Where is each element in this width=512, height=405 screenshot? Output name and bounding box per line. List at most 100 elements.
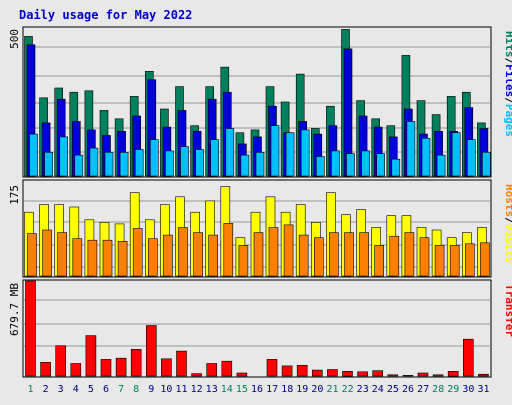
hosts-visits-bar-hosts-day-20 bbox=[313, 237, 324, 277]
hosts-visits-series-label-part: Hosts bbox=[503, 184, 512, 217]
hits-files-pages-series-label-part: / bbox=[503, 58, 512, 65]
transfer-bar-transfer-day-2 bbox=[40, 361, 51, 377]
x-axis-day-label-3: 3 bbox=[58, 384, 64, 395]
x-axis-day-label-8: 8 bbox=[133, 384, 139, 395]
hosts-visits-bar-hosts-day-19 bbox=[298, 234, 309, 277]
hits-files-pages-bar-pages-day-30 bbox=[466, 139, 476, 177]
hosts-visits-bar-hosts-day-5 bbox=[87, 239, 98, 277]
transfer-bar-transfer-day-14 bbox=[221, 360, 233, 377]
hits-files-pages-bar-pages-day-26 bbox=[406, 121, 416, 177]
transfer-series-label: Transfer bbox=[503, 284, 512, 337]
x-axis-day-label-19: 19 bbox=[296, 384, 308, 395]
hosts-visits-series-label: Hosts/Visits bbox=[503, 184, 512, 264]
x-axis-day-label-27: 27 bbox=[417, 384, 429, 395]
transfer-bar-transfer-day-9 bbox=[146, 325, 157, 377]
hits-files-pages-bar-pages-day-27 bbox=[421, 138, 431, 177]
transfer-bar-transfer-day-8 bbox=[130, 348, 142, 377]
hosts-visits-bar-hosts-day-6 bbox=[102, 239, 113, 277]
hosts-visits-bar-hosts-day-2 bbox=[42, 229, 52, 277]
x-axis-day-label-18: 18 bbox=[281, 384, 293, 395]
transfer-bar-transfer-day-6 bbox=[100, 359, 112, 377]
x-axis-day-label-7: 7 bbox=[118, 384, 124, 395]
transfer-bar-transfer-day-3 bbox=[55, 345, 67, 377]
hits-files-pages-bar-pages-day-2 bbox=[44, 152, 53, 177]
x-axis-day-label-23: 23 bbox=[357, 384, 369, 395]
hits-files-pages-bar-pages-day-14 bbox=[225, 128, 235, 177]
x-axis-day-label-12: 12 bbox=[191, 384, 203, 395]
transfer-series-label-part: Transfer bbox=[503, 284, 512, 337]
hosts-visits-bar-hosts-day-31 bbox=[480, 242, 490, 277]
hits-files-pages-series-label-part: / bbox=[503, 97, 512, 104]
transfer-bar-transfer-day-28 bbox=[432, 374, 444, 377]
transfer-bar-transfer-day-5 bbox=[85, 335, 97, 377]
hits-files-pages-bar-pages-day-12 bbox=[195, 149, 204, 177]
x-axis-day-label-9: 9 bbox=[148, 384, 154, 395]
x-axis-day-label-24: 24 bbox=[372, 384, 384, 395]
x-axis-day-label-29: 29 bbox=[447, 384, 459, 395]
x-axis-day-label-2: 2 bbox=[43, 384, 49, 395]
hosts-visits-series-label-part: Visits bbox=[503, 224, 512, 264]
hits-files-pages-bar-pages-day-19 bbox=[300, 129, 310, 177]
hosts-visits-bar-hosts-day-29 bbox=[449, 245, 460, 277]
x-axis-day-label-20: 20 bbox=[311, 384, 323, 395]
transfer-bar-transfer-day-11 bbox=[176, 350, 187, 377]
transfer-bar-transfer-day-25 bbox=[387, 374, 399, 377]
transfer-bar-transfer-day-30 bbox=[462, 338, 474, 377]
x-axis-day-label-13: 13 bbox=[206, 384, 218, 395]
transfer-bar-transfer-day-29 bbox=[447, 370, 459, 377]
hosts-visits-bar-hosts-day-17 bbox=[268, 227, 279, 277]
hosts-visits-bar-hosts-day-7 bbox=[117, 241, 128, 277]
hits-files-pages-series-label-part: Pages bbox=[503, 104, 512, 137]
hits-files-pages-bar-pages-day-11 bbox=[180, 146, 189, 177]
transfer-bar-transfer-day-15 bbox=[236, 372, 248, 377]
hits-files-pages-bar-pages-day-20 bbox=[315, 156, 325, 177]
x-axis-day-label-22: 22 bbox=[342, 384, 354, 395]
x-axis-day-label-17: 17 bbox=[266, 384, 278, 395]
transfer-bar-transfer-day-20 bbox=[311, 369, 323, 377]
hits-files-pages-bar-pages-day-21 bbox=[331, 150, 340, 177]
transfer-bar-transfer-day-4 bbox=[70, 363, 82, 377]
hits-files-pages-series-label-part: Hits bbox=[503, 31, 512, 58]
transfer-bar-transfer-day-18 bbox=[281, 365, 293, 377]
hosts-visits-bar-hosts-day-12 bbox=[193, 232, 203, 277]
x-axis-day-label-21: 21 bbox=[326, 384, 338, 395]
transfer-bar-transfer-day-7 bbox=[115, 357, 127, 377]
hosts-visits-bar-hosts-day-9 bbox=[148, 238, 158, 277]
hosts-visits-bar-hosts-day-3 bbox=[57, 232, 68, 277]
transfer-y-tick-label: 679.7 MB bbox=[8, 283, 21, 336]
x-axis-day-label-16: 16 bbox=[251, 384, 263, 395]
hits-files-pages-bar-pages-day-24 bbox=[376, 153, 386, 177]
hosts-visits-bar-hosts-day-21 bbox=[329, 232, 339, 277]
x-axis-day-label-25: 25 bbox=[387, 384, 399, 395]
hits-files-pages-bar-pages-day-18 bbox=[285, 132, 295, 177]
x-axis-day-label-15: 15 bbox=[236, 384, 248, 395]
hits-files-pages-bar-pages-day-10 bbox=[165, 150, 174, 177]
hits-files-pages-bar-pages-day-15 bbox=[240, 154, 250, 177]
hits-files-pages-bar-pages-day-5 bbox=[89, 147, 99, 177]
hits-files-pages-bar-pages-day-1 bbox=[29, 133, 38, 177]
hits-files-pages-bar-pages-day-16 bbox=[255, 152, 265, 177]
hosts-visits-bar-hosts-day-26 bbox=[404, 232, 415, 277]
x-axis-day-label-5: 5 bbox=[88, 384, 94, 395]
x-axis-day-label-28: 28 bbox=[432, 384, 444, 395]
hosts-visits-bar-hosts-day-15 bbox=[238, 245, 249, 277]
x-axis-day-label-11: 11 bbox=[175, 384, 187, 395]
transfer-bar-transfer-day-1 bbox=[25, 280, 36, 377]
hits-files-pages-bar-pages-day-23 bbox=[361, 150, 370, 177]
chart-title: Daily usage for May 2022 bbox=[19, 8, 192, 22]
hosts-visits-bar-hosts-day-18 bbox=[283, 224, 294, 277]
x-axis-day-label-14: 14 bbox=[221, 384, 233, 395]
transfer-bar-transfer-day-27 bbox=[417, 372, 429, 377]
hits-files-pages-bar-pages-day-17 bbox=[270, 125, 280, 177]
transfer-bar-transfer-day-24 bbox=[372, 370, 384, 377]
hosts-visits-bar-hosts-day-28 bbox=[434, 245, 445, 277]
hosts-visits-bar-hosts-day-4 bbox=[72, 238, 83, 277]
hits-files-pages-bar-pages-day-4 bbox=[74, 154, 84, 177]
hits-files-pages-bar-pages-day-9 bbox=[150, 139, 159, 177]
hits-files-pages-bar-pages-day-31 bbox=[482, 152, 491, 177]
x-axis-day-label-10: 10 bbox=[160, 384, 172, 395]
transfer-bar-transfer-day-21 bbox=[327, 369, 338, 377]
hosts-visits-bar-hosts-day-23 bbox=[359, 232, 369, 277]
transfer-bar-transfer-day-26 bbox=[402, 375, 414, 377]
